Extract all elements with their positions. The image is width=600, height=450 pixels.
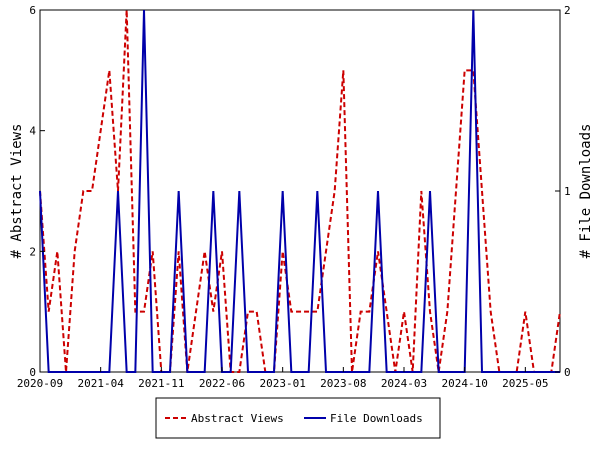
- legend-label-abstract-views: Abstract Views: [191, 412, 284, 425]
- y-right-tick-label: 0: [564, 366, 571, 379]
- x-tick-label: 2021-04: [77, 377, 124, 390]
- legend: Abstract Views File Downloads: [155, 397, 441, 439]
- x-tick-label: 2024-10: [441, 377, 487, 390]
- x-tick-label: 2021-11: [138, 377, 184, 390]
- series-line-file-downloads: [39, 9, 560, 373]
- x-tick-label: 2023-08: [320, 377, 366, 390]
- x-tick-label: 2025-05: [502, 377, 548, 390]
- y-right-tick-label: 1: [564, 185, 571, 198]
- x-tick-label: 2023-01: [259, 377, 305, 390]
- series-line-abstract-views: [39, 9, 561, 373]
- y-left-axis-title: # Abstract Views: [9, 124, 25, 259]
- x-tick-label: 2024-03: [381, 377, 427, 390]
- y-right-tick-label: 2: [564, 4, 571, 17]
- x-tick-label: 2022-06: [199, 377, 245, 390]
- y-left-tick-label: 6: [29, 4, 36, 17]
- series-layer: [39, 9, 561, 373]
- legend-box: [155, 397, 441, 439]
- y-left-tick-label: 2: [29, 245, 36, 258]
- y-left-tick-label: 4: [29, 125, 36, 138]
- axis-layer: 0 2 4 6 0 1 2 2020-09 2021-04 2021-11 2022-06 2023-…: [17, 4, 571, 390]
- x-tick-label: 2020-09: [17, 377, 63, 390]
- y-right-axis-title: # File Downloads: [578, 124, 594, 259]
- legend-label-file-downloads: File Downloads: [330, 412, 423, 425]
- y-left-tick-label: 0: [29, 366, 36, 379]
